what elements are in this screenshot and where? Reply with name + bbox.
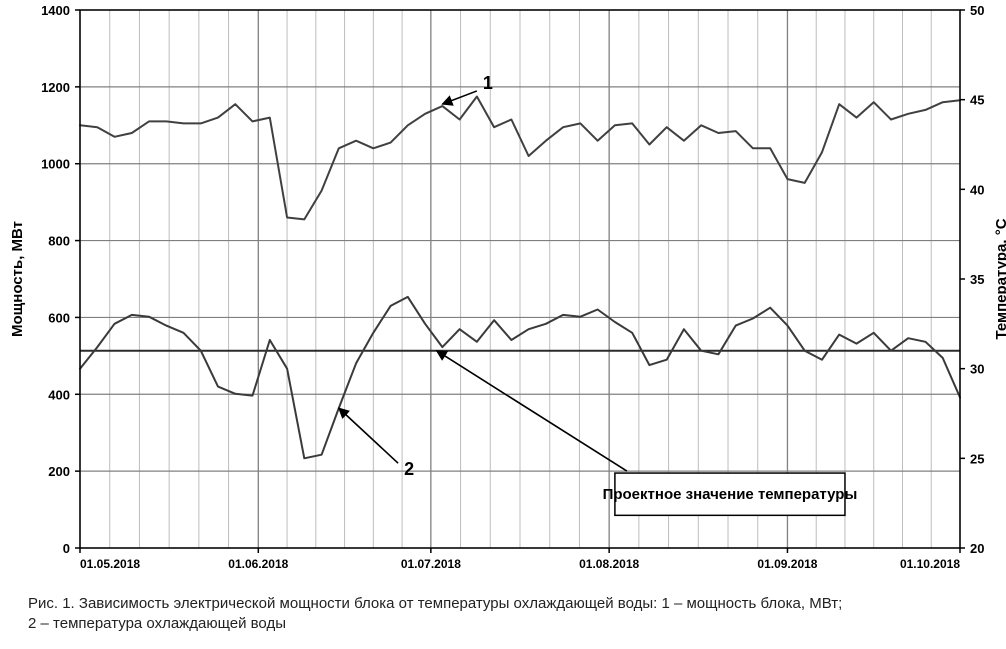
svg-text:50: 50 [970, 3, 984, 18]
svg-text:2: 2 [404, 459, 414, 479]
chart-svg: 0 200 400 600 800 1000 1200 1400 20 25 30 35 40 45 50 0… [0, 0, 1006, 590]
svg-text:800: 800 [48, 234, 70, 249]
svg-text:01.07.2018: 01.07.2018 [401, 557, 461, 571]
svg-text:Проектное значение температуры: Проектное значение температуры [603, 486, 858, 503]
svg-text:Температура, °С: Температура, °С [993, 218, 1006, 339]
svg-text:01.05.2018: 01.05.2018 [80, 557, 140, 571]
svg-text:1000: 1000 [41, 157, 70, 172]
svg-text:01.10.2018: 01.10.2018 [900, 557, 960, 571]
svg-text:600: 600 [48, 310, 70, 325]
chart: 0 200 400 600 800 1000 1200 1400 20 25 30 35 40 45 50 0… [0, 0, 1006, 590]
svg-text:0: 0 [63, 541, 70, 556]
svg-text:40: 40 [970, 182, 984, 197]
svg-text:Мощность, МВт: Мощность, МВт [9, 221, 26, 337]
svg-text:25: 25 [970, 451, 984, 466]
svg-text:1200: 1200 [41, 80, 70, 95]
svg-text:400: 400 [48, 387, 70, 402]
svg-text:20: 20 [970, 541, 984, 556]
svg-text:1: 1 [483, 73, 493, 93]
svg-text:1400: 1400 [41, 3, 70, 18]
svg-text:01.09.2018: 01.09.2018 [757, 557, 817, 571]
caption-line2: 2 – температура охлаждающей воды [28, 615, 286, 632]
svg-text:45: 45 [970, 93, 984, 108]
page: 0 200 400 600 800 1000 1200 1400 20 25 30 35 40 45 50 0… [0, 0, 1006, 649]
svg-text:35: 35 [970, 272, 984, 287]
caption-line1: Рис. 1. Зависимость электрической мощнос… [28, 595, 842, 612]
figure-caption: Рис. 1. Зависимость электрической мощнос… [28, 594, 978, 635]
svg-text:01.06.2018: 01.06.2018 [228, 557, 288, 571]
svg-text:01.08.2018: 01.08.2018 [579, 557, 639, 571]
svg-text:30: 30 [970, 362, 984, 377]
svg-text:200: 200 [48, 464, 70, 479]
